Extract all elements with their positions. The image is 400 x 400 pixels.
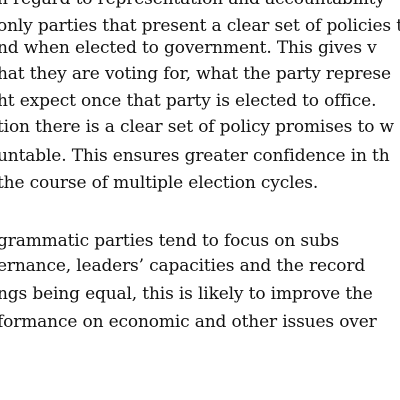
text-line: tion there is a clear set of policy prom… (0, 117, 394, 137)
text-line: n regard to representation and accountab… (0, 0, 385, 10)
text-line: formance on economic and other issues ov… (0, 312, 377, 332)
text-line: hat they are voting for, what the party … (0, 64, 391, 84)
text-line: ngs being equal, this is likely to impro… (0, 284, 373, 304)
text-line: nd when elected to government. This give… (0, 38, 377, 58)
text-line: ernance, leaders’ capacities and the rec… (0, 256, 366, 276)
text-line: ht expect once that party is elected to … (0, 91, 377, 111)
text-line: the course of multiple election cycles. (0, 173, 319, 193)
text-line: grammatic parties tend to focus on subs (0, 231, 340, 251)
text-line: untable. This ensures greater confidence… (0, 146, 390, 166)
text-line: only parties that present a clear set of… (0, 16, 400, 36)
